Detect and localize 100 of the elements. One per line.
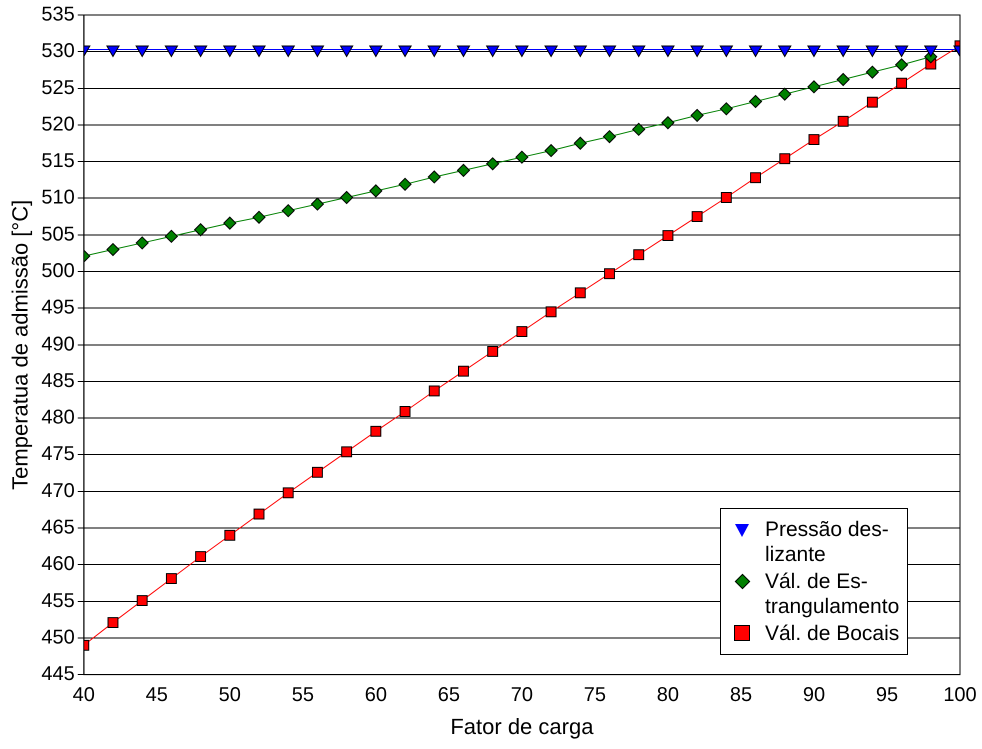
point — [194, 223, 208, 236]
y-tick-label: 470 — [41, 480, 75, 502]
point — [223, 216, 236, 230]
y-tick-label: 455 — [41, 590, 75, 612]
point — [807, 45, 821, 57]
y-tick-label: 510 — [41, 186, 75, 209]
point — [574, 287, 586, 298]
point — [574, 45, 587, 57]
y-tick-label: 490 — [41, 333, 75, 356]
point — [750, 172, 761, 184]
point — [428, 45, 441, 57]
x-tick-label: 40 — [72, 684, 95, 706]
point — [516, 326, 528, 338]
point — [720, 45, 733, 57]
point — [602, 45, 616, 57]
point — [312, 466, 323, 478]
point — [515, 45, 528, 57]
point — [749, 94, 762, 108]
y-tick-label: 495 — [41, 296, 75, 319]
x-tick-label: 85 — [730, 684, 752, 706]
y-tick-label: 500 — [41, 260, 75, 282]
point — [224, 530, 236, 541]
point — [108, 617, 118, 628]
legend-label: Pressão des- lizante — [765, 516, 889, 567]
point — [282, 487, 294, 498]
point — [136, 45, 149, 57]
y-tick-label: 465 — [41, 516, 75, 539]
point — [544, 45, 558, 57]
point — [487, 346, 498, 357]
point — [194, 45, 208, 57]
point — [486, 45, 500, 57]
point — [662, 230, 674, 242]
legend-label: Vál. de Es- trangulamento — [765, 568, 900, 619]
x-tick-label: 65 — [438, 684, 460, 706]
point — [400, 406, 411, 417]
point — [310, 45, 324, 57]
point — [632, 45, 646, 57]
point — [223, 45, 236, 57]
point — [398, 45, 412, 57]
point — [896, 78, 908, 89]
point — [778, 45, 792, 57]
point — [603, 130, 616, 144]
y-tick-label: 515 — [41, 150, 75, 172]
point — [779, 153, 790, 164]
point — [282, 45, 295, 57]
x-axis-title: Fator de carga — [450, 714, 594, 739]
point — [661, 116, 674, 130]
x-tick-label: 60 — [364, 684, 387, 706]
point — [282, 204, 295, 218]
x-tick-label: 95 — [876, 684, 898, 706]
point — [164, 45, 178, 57]
x-tick-label: 55 — [292, 684, 314, 706]
point — [866, 66, 879, 79]
point — [632, 122, 646, 136]
point — [252, 45, 266, 57]
y-tick-label: 530 — [41, 40, 75, 62]
point — [458, 366, 469, 377]
legend-label: Vál. de Bocais — [765, 620, 900, 646]
point — [544, 144, 558, 158]
y-tick-label: 535 — [41, 4, 75, 26]
y-tick-label: 525 — [41, 76, 75, 99]
point — [546, 306, 557, 318]
y-axis-title: Temperatua de admissão [°C] — [7, 200, 32, 490]
y-tick-label: 475 — [41, 443, 75, 466]
point — [808, 134, 820, 146]
point — [341, 446, 352, 458]
point — [690, 45, 704, 57]
y-tick-label: 450 — [41, 626, 75, 648]
point — [106, 243, 120, 256]
point — [604, 268, 615, 280]
point — [866, 45, 879, 57]
x-tick-label: 75 — [584, 684, 606, 706]
point — [428, 170, 441, 184]
point — [369, 184, 382, 198]
y-tick-label: 460 — [41, 553, 75, 576]
point — [574, 136, 587, 150]
point — [633, 249, 644, 260]
point — [720, 102, 733, 116]
point — [195, 551, 206, 562]
point — [136, 236, 149, 250]
y-tick-label: 485 — [41, 370, 75, 392]
point — [340, 190, 354, 204]
point — [748, 45, 762, 57]
point — [661, 45, 674, 57]
x-tick-label: 100 — [943, 684, 977, 706]
y-tick-label: 445 — [41, 663, 75, 686]
point — [778, 88, 792, 101]
point — [369, 45, 382, 57]
point — [838, 116, 849, 127]
point — [690, 108, 704, 122]
point — [836, 72, 850, 86]
point — [428, 386, 440, 396]
point — [515, 150, 528, 164]
y-tick-label: 505 — [41, 223, 75, 246]
point — [340, 45, 354, 57]
point — [164, 230, 178, 243]
x-tick-label: 70 — [510, 684, 534, 706]
point — [456, 45, 470, 57]
point — [807, 80, 820, 94]
point — [136, 595, 148, 606]
